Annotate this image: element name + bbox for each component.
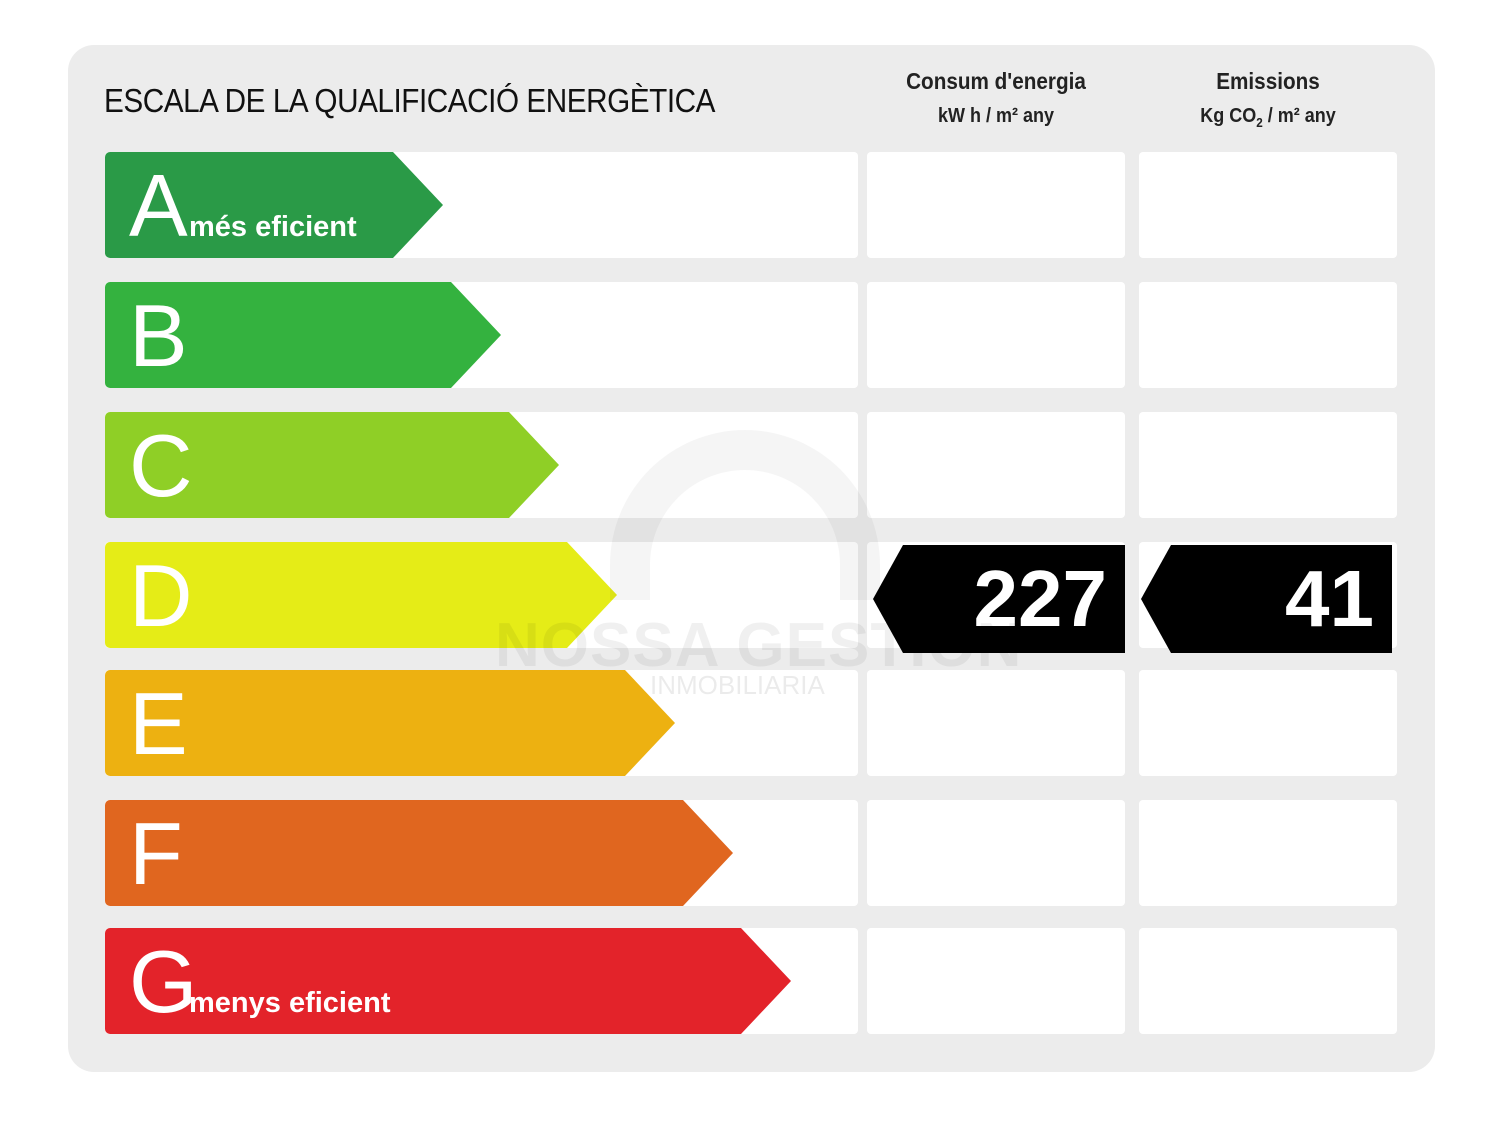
energy-cell-a	[867, 152, 1125, 258]
watermark-subtext: INMOBILIARIA	[650, 670, 825, 700]
energy-rating-marker: 227	[873, 545, 1125, 653]
class-letter: C	[129, 416, 193, 515]
class-arrow-b: B	[105, 282, 501, 388]
class-letter: G	[129, 932, 198, 1031]
emissions-cell-g	[1139, 928, 1397, 1034]
energy-cell-f	[867, 800, 1125, 906]
emissions-cell-f	[1139, 800, 1397, 906]
energy-column-label: Consum d'energia	[906, 68, 1086, 94]
emissions-cell-c	[1139, 412, 1397, 518]
emissions-column-label: Emissions	[1216, 68, 1320, 94]
class-letter: A	[129, 156, 188, 255]
emissions-column-unit: Kg CO2 / m² any	[1152, 105, 1384, 130]
emissions-unit-prefix: Kg CO	[1200, 105, 1257, 127]
emissions-unit-suffix: / m² any	[1262, 105, 1336, 127]
energy-cell-b	[867, 282, 1125, 388]
class-arrow-f: F	[105, 800, 733, 906]
class-letter: D	[129, 546, 193, 645]
class-sublabel: menys eficient	[189, 987, 391, 1019]
emissions-column-header: Emissions Kg CO2 / m² any	[1152, 68, 1384, 130]
class-sublabel: més eficient	[189, 211, 357, 243]
emissions-cell-a	[1139, 152, 1397, 258]
energy-cell-e	[867, 670, 1125, 776]
energy-cell-g	[867, 928, 1125, 1034]
energy-column-header: Consum d'energia kW h / m² any	[880, 68, 1112, 128]
class-arrow-e: E	[105, 670, 675, 776]
class-arrow-d: D	[105, 542, 617, 648]
energy-cell-c	[867, 412, 1125, 518]
emissions-cell-e	[1139, 670, 1397, 776]
emissions-unit-subscript: 2	[1256, 115, 1263, 130]
class-letter: E	[129, 674, 188, 773]
watermark-text: NOSSA GESTIÓN	[495, 611, 1023, 680]
label-title: ESCALA DE LA QUALIFICACIÓ ENERGÈTICA	[104, 82, 715, 119]
emissions-rating-marker: 41	[1141, 545, 1392, 653]
class-letter: B	[129, 286, 188, 385]
class-letter: F	[129, 804, 183, 903]
energy-column-unit: kW h / m² any	[937, 105, 1055, 127]
emissions-cell-b	[1139, 282, 1397, 388]
class-arrow-c: C	[105, 412, 559, 518]
